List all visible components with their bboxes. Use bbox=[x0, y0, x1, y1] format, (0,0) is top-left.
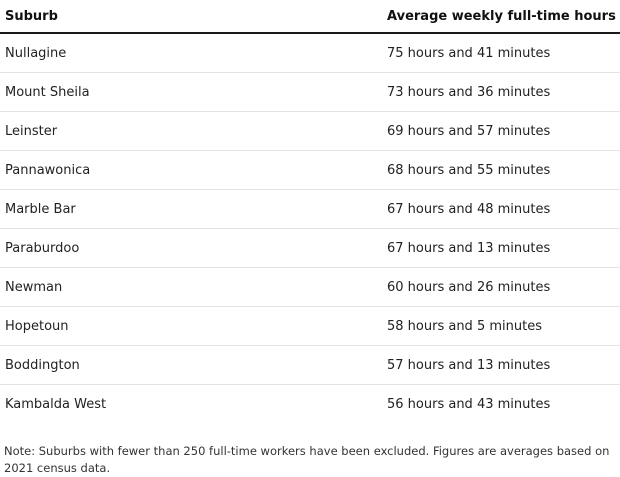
table-row: Mount Sheila 73 hours and 36 minutes bbox=[0, 72, 620, 112]
hours-cell: 60 hours and 26 minutes bbox=[382, 267, 620, 307]
suburb-cell: Hopetoun bbox=[0, 306, 382, 346]
suburb-cell: Marble Bar bbox=[0, 189, 382, 229]
suburb-cell: Nullagine bbox=[0, 33, 382, 73]
hours-cell: 56 hours and 43 minutes bbox=[387, 396, 551, 412]
hours-cell: 73 hours and 36 minutes bbox=[382, 72, 620, 112]
table-row: Nullagine 75 hours and 41 minutes bbox=[0, 33, 620, 73]
table-row: Boddington 57 hours and 13 minutes bbox=[0, 345, 620, 385]
suburb-cell: Boddington bbox=[0, 345, 382, 385]
suburb-cell: Leinster bbox=[0, 111, 382, 151]
table-footnote: Note: Suburbs with fewer than 250 full-t… bbox=[4, 444, 610, 475]
column-header-hours: Average weekly full-time hours bbox=[382, 0, 620, 34]
hours-cell: 67 hours and 48 minutes bbox=[382, 189, 620, 229]
table-row: Newman 60 hours and 26 minutes bbox=[0, 267, 620, 307]
table-row: Marble Bar 67 hours and 48 minutes bbox=[0, 189, 620, 229]
table-row: Kambalda West 56 hours and 43 minutes bbox=[0, 385, 620, 424]
suburb-cell: Pannawonica bbox=[0, 150, 382, 190]
suburb-cell: Paraburdoo bbox=[0, 228, 382, 268]
hours-table: Suburb Average weekly full-time hours Nu… bbox=[0, 0, 620, 424]
hours-cell: 75 hours and 41 minutes bbox=[382, 33, 620, 73]
hours-cell: 68 hours and 55 minutes bbox=[382, 150, 620, 190]
suburb-cell: Newman bbox=[0, 267, 382, 307]
suburb-cell: Kambalda West bbox=[5, 396, 107, 412]
table-row: Pannawonica 68 hours and 55 minutes bbox=[0, 150, 620, 190]
table-row: Hopetoun 58 hours and 5 minutes bbox=[0, 306, 620, 346]
hours-cell: 57 hours and 13 minutes bbox=[382, 345, 620, 385]
column-header-suburb: Suburb bbox=[0, 0, 382, 34]
table-header-row: Suburb Average weekly full-time hours bbox=[0, 0, 620, 34]
hours-cell: 67 hours and 13 minutes bbox=[382, 228, 620, 268]
table-row: Paraburdoo 67 hours and 13 minutes bbox=[0, 228, 620, 268]
hours-cell: 58 hours and 5 minutes bbox=[382, 306, 620, 346]
hours-cell: 69 hours and 57 minutes bbox=[382, 111, 620, 151]
table-row: Leinster 69 hours and 57 minutes bbox=[0, 111, 620, 151]
suburb-cell: Mount Sheila bbox=[0, 72, 382, 112]
